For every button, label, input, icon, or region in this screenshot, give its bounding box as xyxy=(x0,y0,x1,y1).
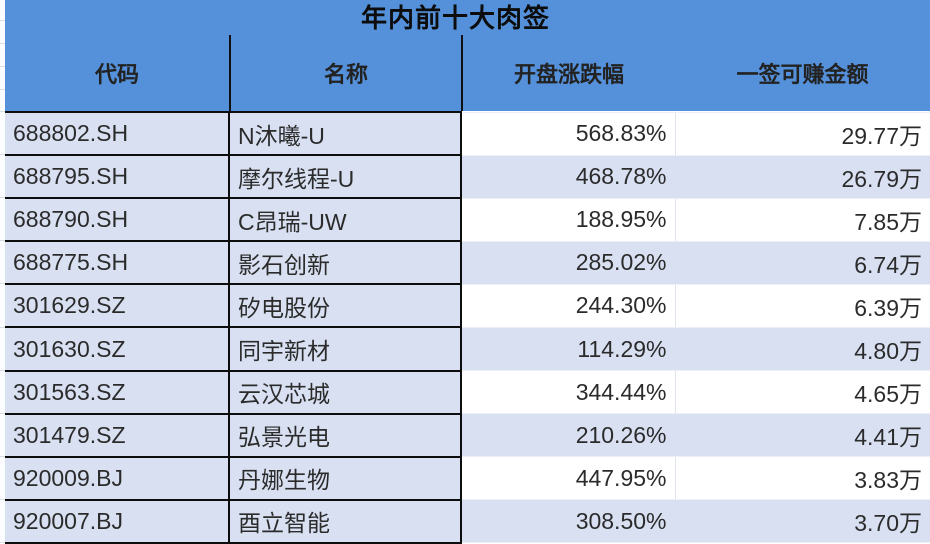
cell-profit-per-lot[interactable]: 3.70万 xyxy=(674,499,930,544)
table-row[interactable]: 301629.SZ 矽电股份 244.30% 6.39万 xyxy=(5,283,930,329)
cell-code[interactable]: 688795.SH xyxy=(5,154,229,200)
gutter-gridline xyxy=(0,20,5,21)
table-row[interactable]: 688795.SH 摩尔线程-U 468.78% 26.79万 xyxy=(5,154,930,200)
gutter-gridline xyxy=(0,89,5,90)
gutter-gridline xyxy=(0,283,5,285)
cell-name[interactable]: 丹娜生物 xyxy=(228,455,461,501)
column-header-open-change[interactable]: 开盘涨跌幅 xyxy=(461,35,675,111)
cell-open-change[interactable]: 285.02% xyxy=(460,240,675,285)
table-row[interactable]: 688802.SH N沐曦-U 568.83% 29.77万 xyxy=(5,110,930,157)
column-header-name-label: 名称 xyxy=(323,62,368,87)
cell-open-change[interactable]: 210.26% xyxy=(460,413,675,458)
cell-profit-per-lot[interactable]: 4.41万 xyxy=(674,413,930,458)
cell-name[interactable]: 弘景光电 xyxy=(228,412,461,458)
cell-code[interactable]: 920009.BJ xyxy=(5,455,229,501)
gutter-gridline xyxy=(0,43,5,44)
table-row[interactable]: 301563.SZ 云汉芯城 344.44% 4.65万 xyxy=(5,369,930,415)
row-header-gutter xyxy=(0,0,5,543)
table-row[interactable]: 688775.SH 影石创新 285.02% 6.74万 xyxy=(5,240,930,286)
column-header-code[interactable]: 代码 xyxy=(5,35,229,111)
cell-code[interactable]: 301479.SZ xyxy=(5,412,229,458)
table-header-row: 代码 名称 开盘涨跌幅 一签可赚金额 xyxy=(5,35,930,111)
data-table: 688802.SH N沐曦-U 568.83% 29.77万 688795.SH 摩尔线程… xyxy=(5,110,930,544)
column-header-profit-per-lot-label: 一签可赚金额 xyxy=(736,62,869,87)
column-header-profit-per-lot[interactable]: 一签可赚金额 xyxy=(675,35,930,111)
gutter-gridline xyxy=(0,154,5,156)
cell-code[interactable]: 301630.SZ xyxy=(5,326,229,372)
cell-open-change[interactable]: 308.50% xyxy=(460,499,675,544)
gutter-gridline xyxy=(0,111,5,112)
table-title-bar: 年内前十大肉签 xyxy=(5,0,930,35)
cell-profit-per-lot[interactable]: 6.39万 xyxy=(674,283,930,328)
column-header-name[interactable]: 名称 xyxy=(229,35,461,111)
cell-code[interactable]: 301629.SZ xyxy=(5,283,229,329)
gutter-gridline xyxy=(0,197,5,199)
cell-code[interactable]: 301563.SZ xyxy=(5,369,229,415)
table-row[interactable]: 920007.BJ 酉立智能 308.50% 3.70万 xyxy=(5,498,930,544)
cell-profit-per-lot[interactable]: 3.83万 xyxy=(674,456,930,501)
column-header-open-change-label: 开盘涨跌幅 xyxy=(513,62,624,87)
cell-name[interactable]: 矽电股份 xyxy=(228,283,461,329)
cell-open-change[interactable]: 244.30% xyxy=(460,283,675,328)
cell-code[interactable]: 920007.BJ xyxy=(5,498,229,544)
cell-profit-per-lot[interactable]: 6.74万 xyxy=(674,240,930,285)
page-title: 年内前十大肉签 xyxy=(360,2,550,33)
cell-profit-per-lot[interactable]: 26.79万 xyxy=(674,154,930,199)
cell-code[interactable]: 688790.SH xyxy=(5,197,229,243)
gutter-gridline xyxy=(0,240,5,242)
gutter-gridline xyxy=(0,455,5,457)
cell-name[interactable]: 云汉芯城 xyxy=(228,369,461,415)
table-row[interactable]: 920009.BJ 丹娜生物 447.95% 3.83万 xyxy=(5,455,930,501)
cell-profit-per-lot[interactable]: 29.77万 xyxy=(674,111,930,156)
cell-name[interactable]: 摩尔线程-U xyxy=(228,154,461,200)
cell-profit-per-lot[interactable]: 4.65万 xyxy=(674,370,930,415)
cell-open-change[interactable]: 568.83% xyxy=(460,111,675,156)
gutter-gridline xyxy=(0,326,5,328)
cell-code[interactable]: 688775.SH xyxy=(5,240,229,286)
table-row[interactable]: 688790.SH C昂瑞-UW 188.95% 7.85万 xyxy=(5,197,930,243)
table-row[interactable]: 301479.SZ 弘景光电 210.26% 4.41万 xyxy=(5,412,930,458)
table-body: 688802.SH N沐曦-U 568.83% 29.77万 688795.SH 摩尔线程… xyxy=(5,110,930,544)
gutter-gridline xyxy=(0,66,5,67)
cell-open-change[interactable]: 188.95% xyxy=(460,197,675,242)
table-row[interactable]: 301630.SZ 同宇新材 114.29% 4.80万 xyxy=(5,326,930,372)
column-header-code-label: 代码 xyxy=(94,62,139,87)
cell-name[interactable]: 酉立智能 xyxy=(228,498,461,544)
cell-code[interactable]: 688802.SH xyxy=(5,110,229,157)
cell-profit-per-lot[interactable]: 4.80万 xyxy=(674,326,930,372)
gutter-gridline xyxy=(0,412,5,414)
cell-profit-per-lot[interactable]: 7.85万 xyxy=(674,197,930,242)
gutter-gridline xyxy=(0,542,5,543)
cell-open-change[interactable]: 468.78% xyxy=(460,154,675,199)
gutter-gridline xyxy=(0,498,5,500)
table-rows-container: 688802.SH N沐曦-U 568.83% 29.77万 688795.SH 摩尔线程… xyxy=(5,110,930,544)
cell-open-change[interactable]: 344.44% xyxy=(460,370,675,415)
cell-open-change[interactable]: 447.95% xyxy=(460,456,675,501)
cell-name[interactable]: N沐曦-U xyxy=(228,110,461,157)
cell-name[interactable]: 同宇新材 xyxy=(228,326,461,372)
cell-name[interactable]: C昂瑞-UW xyxy=(228,197,461,243)
cell-open-change[interactable]: 114.29% xyxy=(460,326,675,372)
gutter-gridline xyxy=(0,369,5,371)
cell-name[interactable]: 影石创新 xyxy=(228,240,461,286)
